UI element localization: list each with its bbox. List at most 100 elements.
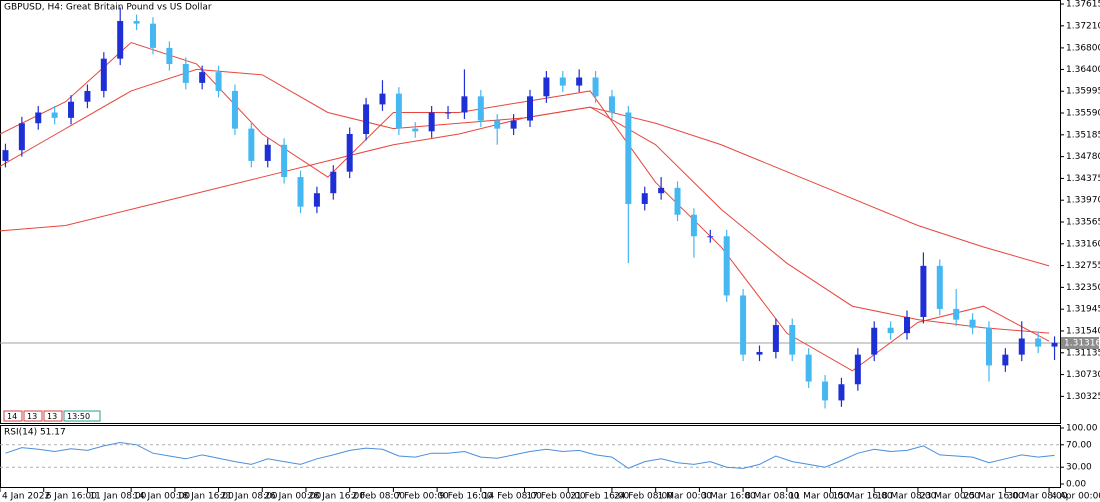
candle-body xyxy=(84,90,91,102)
x-tick-label: 17 Feb 00:00 xyxy=(527,492,586,502)
candle-body xyxy=(264,144,271,161)
candle-body xyxy=(100,58,107,91)
candle-body xyxy=(953,308,960,320)
x-tick-label: 14 Jan 00:00 xyxy=(133,492,190,502)
rsi-line xyxy=(5,442,1055,469)
y-tick-label: 1.36800 xyxy=(1066,43,1100,53)
candle-body xyxy=(297,177,304,207)
candle-body xyxy=(231,90,238,129)
x-tick-label: 9 Feb 16:00 xyxy=(439,492,493,502)
price-tag-label: 1.31316 xyxy=(1064,339,1100,349)
candle-body xyxy=(412,128,419,132)
candle-body xyxy=(248,128,255,161)
rsi-label: RSI(14) 51.17 xyxy=(4,428,66,438)
candle-body xyxy=(346,134,353,172)
candle-body xyxy=(985,327,992,366)
y-tick-label: 0.00 xyxy=(1066,480,1086,490)
candle-body xyxy=(756,351,763,355)
candle-body xyxy=(904,316,911,334)
candle-body xyxy=(789,325,796,355)
y-tick-label: 1.31945 xyxy=(1066,305,1100,315)
x-tick-label: 21 Jan 08:00 xyxy=(221,492,278,502)
candle-body xyxy=(18,123,25,151)
x-tick-label: 3 Mar 16:00 xyxy=(701,492,756,502)
candle-body xyxy=(281,144,288,178)
x-tick-label: 4 Jan 2022 xyxy=(2,492,50,502)
candle-body xyxy=(1051,342,1058,347)
candle-body xyxy=(838,384,845,401)
y-tick-label: 1.31540 xyxy=(1066,326,1100,336)
marker-box xyxy=(63,410,101,422)
y-tick-label: 1.35590 xyxy=(1066,109,1100,119)
x-tick-label: 26 Jan 00:00 xyxy=(264,492,321,502)
candle-body xyxy=(363,104,370,135)
y-tick-label: 1.36400 xyxy=(1066,65,1100,75)
marker-label: 13 xyxy=(47,412,57,421)
y-tick-label: 1.33565 xyxy=(1066,217,1100,227)
candle-body xyxy=(182,64,189,83)
candle-body xyxy=(822,381,829,401)
candle-body xyxy=(149,23,156,48)
candle-body xyxy=(740,295,747,355)
candle-body xyxy=(527,96,533,121)
y-tick-label: 1.37210 xyxy=(1066,21,1100,31)
candle-body xyxy=(2,150,9,161)
candle-body xyxy=(805,354,812,382)
y-tick-label: 1.32755 xyxy=(1066,261,1100,271)
x-tick-label: 18 Mar 08:00 xyxy=(876,492,936,502)
candle-body xyxy=(395,93,402,129)
rsi-frame xyxy=(0,425,1061,488)
candle-body xyxy=(920,265,927,317)
candle-body xyxy=(690,214,697,237)
marker-label: 13:50 xyxy=(67,412,90,421)
candle-body xyxy=(494,120,501,129)
candle-body xyxy=(674,187,681,215)
candle-body xyxy=(68,101,75,118)
candle-body xyxy=(133,20,140,24)
candle-body xyxy=(887,327,894,334)
y-tick-label: 1.32350 xyxy=(1066,283,1100,293)
candle-body xyxy=(1002,354,1009,366)
candle-body xyxy=(477,96,484,121)
candle-body xyxy=(510,120,517,129)
x-tick-label: 25 Mar 16:00 xyxy=(964,492,1024,502)
candle-body xyxy=(199,72,206,83)
y-tick-label: 1.33160 xyxy=(1066,239,1100,249)
candle-body xyxy=(428,112,435,132)
x-tick-label: 8 Mar 08:00 xyxy=(745,492,800,502)
y-tick-label: 1.30325 xyxy=(1066,392,1100,402)
marker-box xyxy=(23,410,43,422)
y-tick-label: 1.37615 xyxy=(1066,0,1100,10)
candle-body xyxy=(641,193,648,204)
x-tick-label: 28 Jan 16:00 xyxy=(308,492,365,502)
y-tick-label: 30.00 xyxy=(1066,463,1092,473)
candle-body xyxy=(559,77,566,86)
x-tick-label: 1 Mar 00:00 xyxy=(658,492,713,502)
candle-body xyxy=(969,319,976,328)
x-tick-label: 4 Apr 00:00 xyxy=(1051,492,1100,502)
main-frame xyxy=(0,0,1061,424)
chart-title: GBPUSD, H4: Great Britain Pound vs US Do… xyxy=(4,3,212,13)
candle-body xyxy=(854,354,861,385)
y-tick-label: 1.35185 xyxy=(1066,130,1100,140)
marker-label: 14 xyxy=(7,412,17,421)
x-tick-label: 30 Mar 08:00 xyxy=(1007,492,1067,502)
marker-label: 13 xyxy=(27,412,37,421)
moving-average xyxy=(0,68,1050,334)
candle-body xyxy=(445,112,452,114)
x-tick-label: 14 Feb 08:00 xyxy=(483,492,542,502)
candle-body xyxy=(723,236,730,296)
y-tick-label: 1.30730 xyxy=(1066,370,1100,380)
candle-body xyxy=(1018,338,1025,355)
candle-body xyxy=(117,20,124,59)
candle-body xyxy=(330,171,337,194)
y-tick-label: 1.34780 xyxy=(1066,152,1100,162)
x-tick-label: 11 Jan 08:00 xyxy=(89,492,146,502)
x-tick-label: 7 Feb 00:00 xyxy=(395,492,449,502)
x-tick-label: 18 Jan 16:00 xyxy=(177,492,234,502)
candle-body xyxy=(592,77,599,97)
x-tick-label: 21 Feb 16:00 xyxy=(570,492,629,502)
candle-body xyxy=(608,96,615,113)
candle-body xyxy=(35,112,42,124)
